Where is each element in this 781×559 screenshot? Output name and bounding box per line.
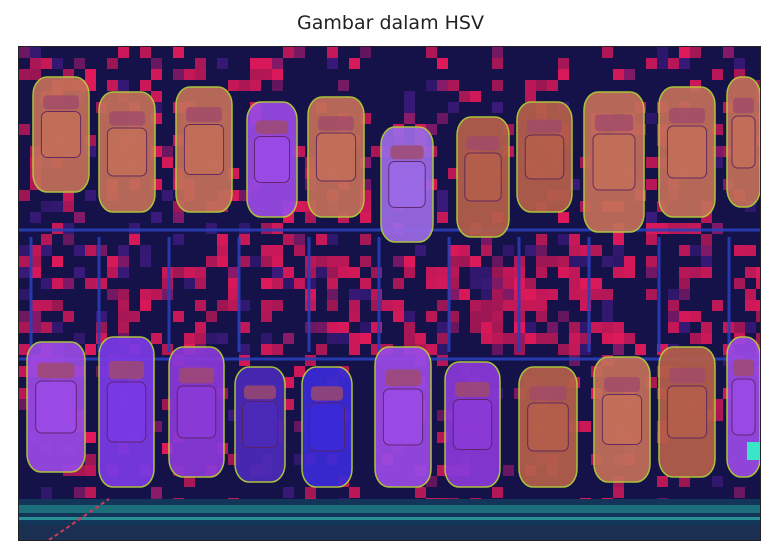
parking-lot-hsv-image (19, 47, 760, 540)
figure-title: Gambar dalam HSV (297, 12, 484, 34)
hsv-image (18, 46, 761, 541)
